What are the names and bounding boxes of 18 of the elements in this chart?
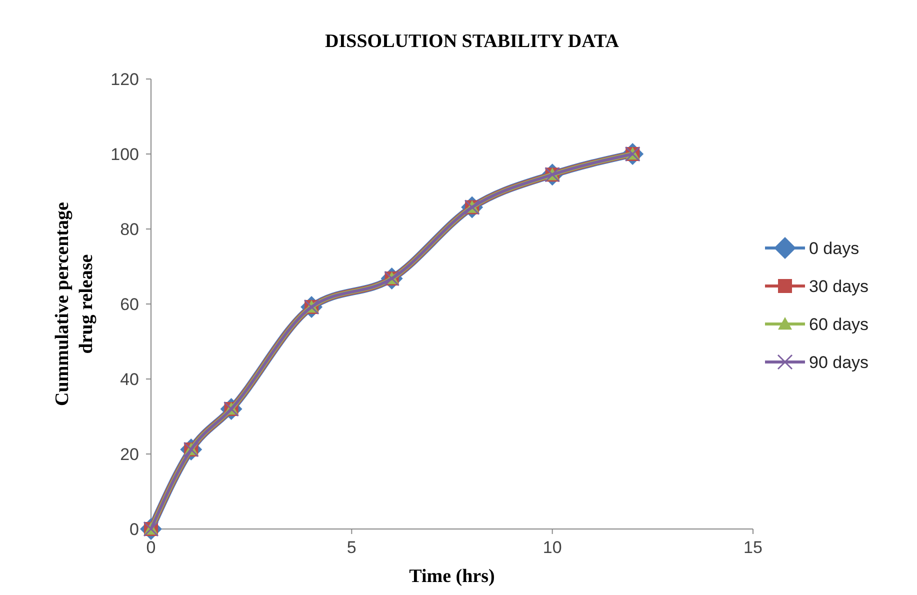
- y-tick-label: 40: [120, 370, 139, 389]
- y-tick-label: 60: [120, 294, 139, 314]
- y-axis-title: Cummulative percentage drug release: [52, 202, 97, 406]
- legend-label: 0 days: [809, 238, 860, 258]
- y-tick-label: 120: [110, 70, 139, 89]
- legend-label: 90 days: [809, 352, 869, 372]
- y-tick-label: 0: [130, 520, 139, 539]
- legend-label: 60 days: [809, 314, 869, 334]
- y-tick-label: 100: [110, 144, 139, 164]
- y-tick-label: 20: [120, 444, 139, 464]
- y-tick-label: 80: [120, 220, 139, 239]
- chart-title: DISSOLUTION STABILITY DATA: [325, 31, 620, 52]
- legend-label: 30 days: [809, 276, 869, 296]
- x-tick-label: 15: [744, 538, 762, 557]
- x-tick-label: 10: [542, 538, 562, 557]
- x-tick-label: 0: [146, 538, 156, 557]
- x-axis-title: Time (hrs): [409, 566, 495, 587]
- x-tick-label: 5: [346, 538, 356, 557]
